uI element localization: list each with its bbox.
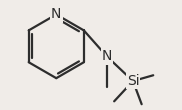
Text: N: N	[102, 50, 112, 63]
Text: N: N	[51, 7, 62, 21]
Text: Si: Si	[127, 74, 139, 88]
